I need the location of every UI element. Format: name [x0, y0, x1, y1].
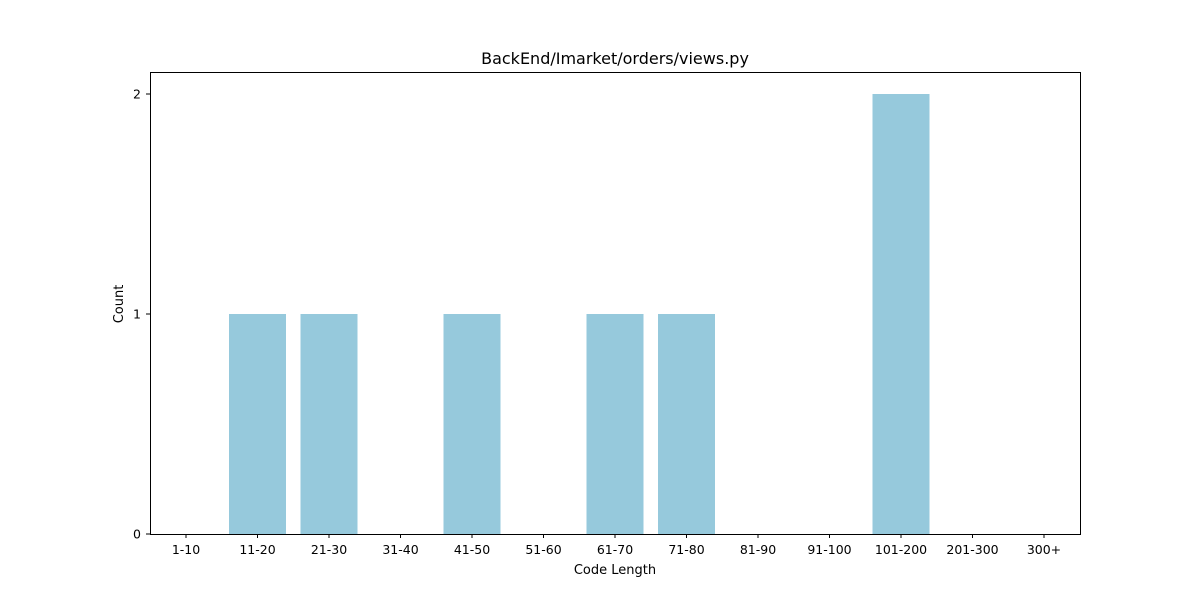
x-axis-label: Code Length: [574, 563, 656, 578]
bar-41-50: [443, 314, 501, 534]
x-tick-label: 201-300: [946, 542, 998, 557]
y-tick-label: 0: [133, 527, 141, 542]
y-tick-label: 1: [133, 307, 141, 322]
x-axis-ticks: 1-10 11-20 21-30 31-40 41-50 51-60 61-70 71-80 8…: [172, 534, 1061, 557]
x-tick-label: 11-20: [239, 542, 275, 557]
x-tick-label: 61-70: [597, 542, 633, 557]
plot-frame: [150, 72, 1081, 535]
bars-group: [229, 94, 930, 534]
y-tick-label: 2: [133, 87, 141, 102]
x-tick-label: 41-50: [454, 542, 490, 557]
bar-11-20: [229, 314, 286, 534]
x-tick-label: 71-80: [668, 542, 704, 557]
bar-61-70: [586, 314, 644, 534]
x-tick-label: 91-100: [807, 542, 851, 557]
y-axis-ticks: 0 1 2: [133, 87, 150, 542]
y-axis-label: Count: [112, 285, 127, 324]
x-tick-label: 81-90: [740, 542, 776, 557]
bar-101-200: [872, 94, 930, 534]
bar-71-80: [658, 314, 715, 534]
x-tick-label: 300+: [1027, 542, 1061, 557]
chart-title: BackEnd/Imarket/orders/views.py: [481, 49, 749, 68]
x-tick-label: 51-60: [525, 542, 561, 557]
x-tick-label: 1-10: [172, 542, 200, 557]
x-tick-label: 31-40: [382, 542, 418, 557]
x-tick-label: 101-200: [875, 542, 927, 557]
x-tick-label: 21-30: [311, 542, 347, 557]
bar-21-30: [300, 314, 358, 534]
